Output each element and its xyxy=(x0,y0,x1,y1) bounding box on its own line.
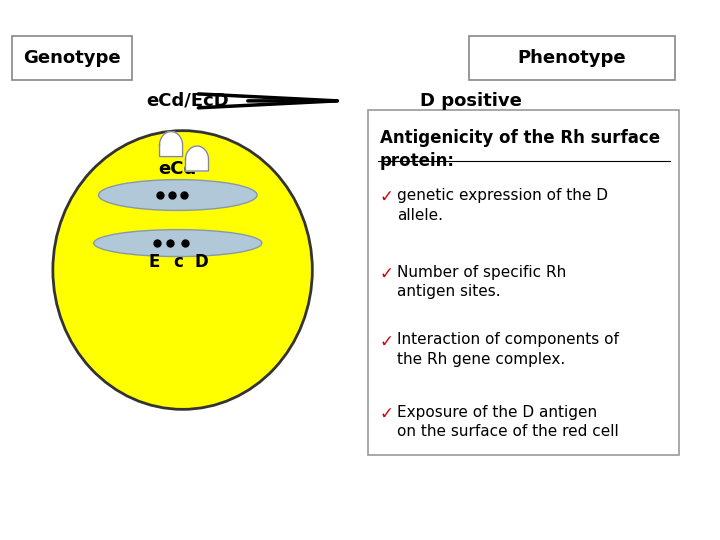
Ellipse shape xyxy=(99,180,257,211)
Text: Phenotype: Phenotype xyxy=(518,49,626,66)
Text: c: c xyxy=(173,253,183,271)
Text: Interaction of components of
the Rh gene complex.: Interaction of components of the Rh gene… xyxy=(397,333,618,367)
Text: Exposure of the D antigen
on the surface of the red cell: Exposure of the D antigen on the surface… xyxy=(397,404,618,438)
Text: genetic expression of the D
allele.: genetic expression of the D allele. xyxy=(397,188,608,222)
Text: Genotype: Genotype xyxy=(23,49,121,66)
Text: D positive: D positive xyxy=(420,92,522,110)
Text: E: E xyxy=(148,253,159,271)
Polygon shape xyxy=(186,146,209,171)
Text: ✓: ✓ xyxy=(379,404,393,422)
Text: eCd: eCd xyxy=(158,160,197,178)
Text: Number of specific Rh
antigen sites.: Number of specific Rh antigen sites. xyxy=(397,265,566,299)
Text: Antigenicity of the Rh surface
protein:: Antigenicity of the Rh surface protein: xyxy=(379,129,660,170)
Text: ✓: ✓ xyxy=(379,333,393,350)
FancyBboxPatch shape xyxy=(368,110,680,455)
Text: ✓: ✓ xyxy=(379,188,393,206)
FancyBboxPatch shape xyxy=(469,36,675,80)
Ellipse shape xyxy=(94,230,262,256)
Text: D: D xyxy=(195,253,209,271)
FancyBboxPatch shape xyxy=(12,36,132,80)
Polygon shape xyxy=(160,132,183,157)
Text: eCd/EcD: eCd/EcD xyxy=(146,92,229,110)
Text: ✓: ✓ xyxy=(379,265,393,283)
Ellipse shape xyxy=(53,131,312,409)
